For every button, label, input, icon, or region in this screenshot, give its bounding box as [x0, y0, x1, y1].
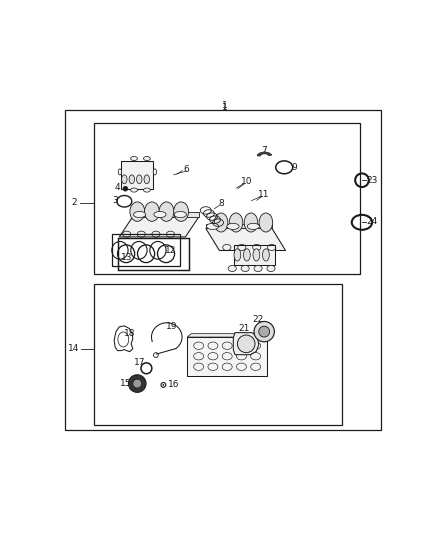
Ellipse shape: [163, 384, 164, 385]
Ellipse shape: [247, 223, 259, 229]
Polygon shape: [121, 160, 153, 189]
Ellipse shape: [144, 188, 150, 192]
Polygon shape: [257, 152, 272, 156]
Text: 2: 2: [72, 198, 77, 207]
Text: 1: 1: [222, 101, 227, 110]
Text: 23: 23: [367, 176, 378, 185]
Ellipse shape: [259, 326, 270, 337]
Bar: [112, 234, 180, 266]
Ellipse shape: [229, 213, 243, 232]
Text: 3: 3: [112, 196, 118, 205]
Ellipse shape: [254, 265, 262, 271]
Ellipse shape: [130, 202, 145, 221]
Ellipse shape: [173, 202, 189, 221]
Ellipse shape: [237, 335, 255, 353]
Polygon shape: [187, 334, 271, 337]
Ellipse shape: [234, 249, 241, 261]
Text: 13: 13: [121, 254, 132, 262]
Bar: [187, 337, 267, 376]
Ellipse shape: [129, 175, 134, 184]
Ellipse shape: [253, 249, 260, 261]
Text: 18: 18: [124, 329, 136, 338]
Text: 10: 10: [241, 177, 252, 187]
Text: 24: 24: [367, 217, 378, 226]
Text: 9: 9: [292, 163, 297, 172]
Text: 21: 21: [238, 324, 250, 333]
Text: 15: 15: [120, 379, 131, 388]
Ellipse shape: [154, 212, 166, 217]
Text: 1: 1: [222, 103, 227, 112]
Text: 14: 14: [68, 344, 79, 353]
Ellipse shape: [131, 157, 138, 160]
Text: 20: 20: [202, 345, 214, 354]
Ellipse shape: [122, 175, 127, 184]
Ellipse shape: [159, 202, 174, 221]
Polygon shape: [206, 224, 272, 229]
Bar: [94, 123, 360, 274]
Polygon shape: [234, 245, 275, 265]
Ellipse shape: [254, 321, 274, 342]
Text: 8: 8: [218, 199, 224, 208]
Ellipse shape: [228, 265, 237, 271]
Text: 19: 19: [166, 322, 178, 332]
Ellipse shape: [128, 375, 146, 392]
Ellipse shape: [259, 213, 273, 232]
Polygon shape: [233, 333, 259, 354]
Ellipse shape: [244, 213, 258, 232]
Ellipse shape: [262, 249, 269, 261]
Bar: [117, 238, 189, 270]
Ellipse shape: [241, 265, 249, 271]
Ellipse shape: [153, 169, 157, 175]
Text: 5: 5: [138, 169, 143, 179]
Ellipse shape: [118, 169, 122, 175]
Text: 7: 7: [261, 146, 268, 155]
Text: 22: 22: [253, 315, 264, 324]
Polygon shape: [133, 213, 199, 216]
Text: 17: 17: [134, 358, 145, 367]
Text: 12: 12: [165, 246, 176, 255]
Ellipse shape: [214, 213, 228, 232]
Bar: [94, 285, 342, 425]
Ellipse shape: [227, 223, 239, 229]
Ellipse shape: [174, 212, 187, 217]
Ellipse shape: [123, 187, 128, 191]
Text: 4: 4: [115, 183, 120, 192]
Ellipse shape: [133, 379, 141, 388]
Text: 16: 16: [168, 381, 179, 390]
Polygon shape: [119, 216, 199, 237]
Ellipse shape: [144, 175, 149, 184]
Ellipse shape: [131, 188, 138, 192]
Ellipse shape: [134, 212, 146, 217]
Polygon shape: [206, 229, 286, 251]
Ellipse shape: [144, 157, 150, 160]
Text: 11: 11: [258, 190, 269, 199]
Ellipse shape: [145, 202, 159, 221]
Ellipse shape: [267, 265, 275, 271]
Ellipse shape: [244, 249, 250, 261]
Ellipse shape: [206, 223, 219, 229]
Text: 6: 6: [183, 165, 189, 174]
Ellipse shape: [137, 175, 142, 184]
